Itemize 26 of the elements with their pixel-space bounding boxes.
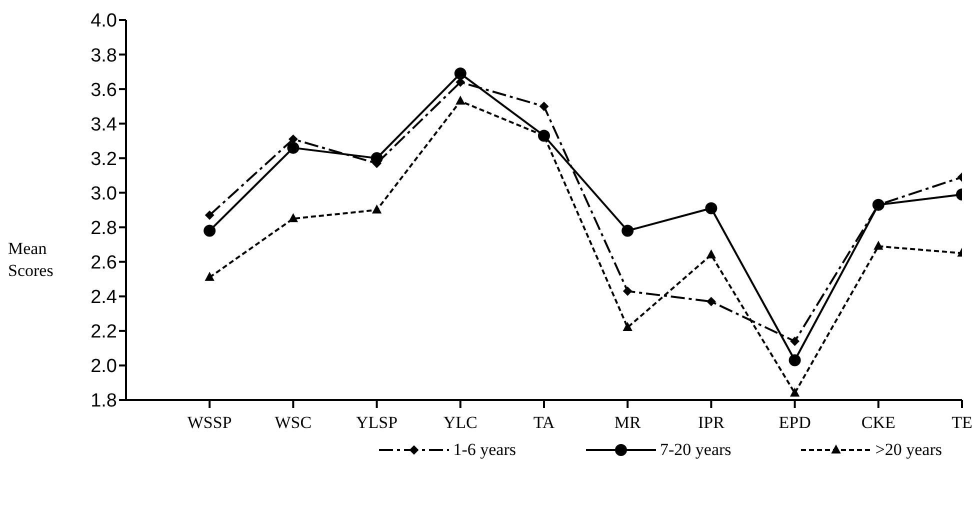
y-tick-label: 2.4 xyxy=(90,287,118,308)
y-tick-label: 4.0 xyxy=(90,10,117,32)
x-tick-label: WSSP xyxy=(187,413,232,432)
y-tick-label: 3.6 xyxy=(90,80,117,101)
x-tick-label: WSC xyxy=(274,413,312,432)
y-tick-label: 2.2 xyxy=(90,322,117,343)
y-tick-label: 3.0 xyxy=(90,183,117,204)
x-tick-label: IPR xyxy=(698,413,726,432)
y-tick-label: 3.4 xyxy=(90,114,118,136)
y-tick-label: 2.8 xyxy=(90,218,117,240)
y-tick-label: 2.0 xyxy=(90,356,117,378)
y-tick-label: 1.8 xyxy=(90,390,117,412)
x-tick-label: MR xyxy=(614,413,642,432)
x-tick-label: CKE xyxy=(861,413,896,432)
x-tick-label: TA xyxy=(533,413,556,432)
x-tick-label: TE xyxy=(952,413,972,432)
legend-label: 1-6 years xyxy=(453,440,516,460)
x-tick-label: YLSP xyxy=(356,413,398,432)
y-tick-label: 3.8 xyxy=(90,45,117,66)
y-tick-label: 3.2 xyxy=(90,148,117,170)
legend-label: 7-20 years xyxy=(660,440,732,460)
x-tick-label: YLC xyxy=(443,413,478,432)
y-axis-title: Mean Scores xyxy=(8,238,54,282)
y-tick-label: 2.6 xyxy=(90,252,117,274)
legend-label: >20 years xyxy=(875,440,942,460)
x-tick-label: EPD xyxy=(778,413,811,432)
